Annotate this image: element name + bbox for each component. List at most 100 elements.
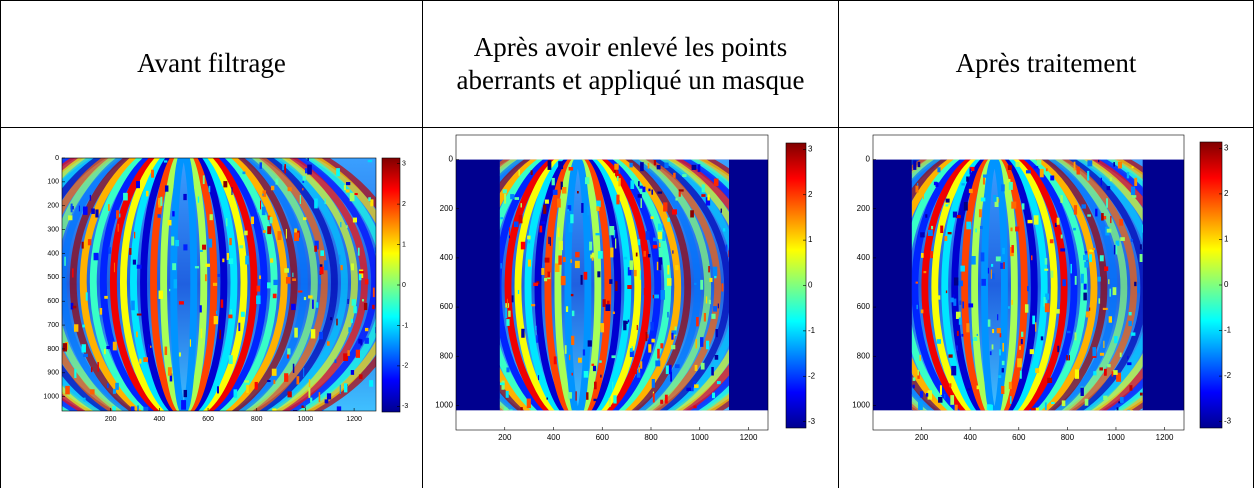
speckle	[605, 304, 611, 311]
speckle	[267, 379, 271, 383]
x-tick-label: 600	[1012, 433, 1026, 442]
speckle	[703, 312, 707, 322]
speckle	[1113, 162, 1115, 167]
speckle	[919, 391, 924, 398]
speckle	[228, 258, 234, 265]
speckle	[948, 354, 953, 358]
speckle	[175, 239, 180, 247]
speckle	[947, 232, 952, 235]
speckle	[1035, 322, 1037, 332]
speckle	[600, 323, 605, 333]
speckle	[158, 290, 164, 299]
speckle	[1061, 400, 1066, 407]
header-text: Après traitement	[955, 48, 1137, 78]
speckle	[990, 269, 992, 279]
speckle	[508, 310, 511, 317]
speckle	[1102, 307, 1108, 311]
speckle	[712, 392, 716, 399]
speckle	[575, 391, 577, 401]
speckle	[173, 279, 178, 289]
colorbar-tick-label: -1	[808, 326, 816, 335]
speckle	[650, 321, 654, 331]
speckle	[297, 290, 303, 293]
speckle	[936, 339, 942, 344]
speckle	[658, 254, 663, 265]
speckle	[1044, 303, 1050, 313]
speckle	[991, 263, 994, 267]
speckle	[583, 370, 589, 378]
speckle	[521, 328, 525, 338]
speckle	[593, 381, 597, 390]
speckle	[593, 398, 597, 402]
speckle	[104, 348, 106, 355]
speckle	[720, 208, 722, 213]
speckle	[350, 263, 355, 271]
speckle	[591, 363, 595, 366]
speckle	[919, 354, 921, 361]
speckle	[1131, 166, 1134, 169]
speckle	[517, 289, 520, 294]
speckle	[117, 223, 119, 232]
fringe	[150, 158, 218, 411]
speckle	[246, 384, 249, 393]
speckle	[530, 170, 533, 175]
speckle	[113, 262, 115, 273]
speckle	[539, 225, 543, 233]
speckle	[549, 237, 551, 246]
speckle	[351, 299, 356, 306]
speckle	[259, 200, 262, 210]
speckle	[230, 309, 232, 317]
colorbar-tick-label: 3	[402, 161, 406, 168]
fringe	[140, 158, 228, 411]
speckle	[636, 324, 638, 331]
speckle	[511, 295, 514, 303]
speckle	[1093, 327, 1095, 332]
speckle	[944, 394, 946, 400]
speckle	[106, 383, 109, 388]
y-tick-label: 1000	[852, 401, 870, 410]
speckle	[1111, 371, 1114, 377]
speckle	[558, 255, 562, 265]
speckle	[982, 177, 985, 185]
speckle	[526, 398, 531, 409]
fringe	[931, 159, 1058, 411]
y-tick-label: 1000	[435, 401, 453, 410]
speckle	[273, 279, 279, 286]
speckle	[146, 190, 149, 197]
speckle	[209, 319, 213, 322]
speckle	[1115, 244, 1118, 255]
speckle	[353, 192, 358, 196]
fringe	[499, 159, 712, 411]
speckle	[1110, 215, 1112, 224]
speckle	[353, 306, 357, 314]
y-tick-label: 200	[440, 204, 454, 213]
speckle	[1134, 177, 1138, 186]
speckle	[1113, 244, 1117, 255]
speckle	[565, 306, 569, 312]
speckle	[640, 162, 644, 172]
x-tick-label: 1200	[740, 433, 758, 442]
speckle	[651, 378, 655, 388]
speckle	[668, 364, 672, 375]
speckle	[1093, 371, 1097, 376]
speckle	[713, 306, 718, 312]
speckle	[367, 159, 373, 163]
speckle	[150, 345, 152, 348]
speckle	[340, 265, 343, 271]
speckle	[995, 256, 1001, 262]
speckle	[690, 210, 694, 218]
colorbar-tick-label: -2	[808, 371, 816, 380]
speckle	[334, 359, 337, 364]
fringe	[99, 158, 268, 411]
speckle	[922, 194, 924, 200]
speckle	[1074, 275, 1077, 285]
speckle	[81, 241, 84, 249]
fringe	[62, 158, 318, 411]
speckle	[1031, 255, 1033, 261]
speckle	[920, 232, 925, 238]
speckle	[1045, 293, 1050, 300]
speckle	[656, 165, 661, 170]
speckle	[663, 202, 668, 212]
speckle	[1127, 355, 1129, 360]
speckle	[567, 209, 570, 212]
